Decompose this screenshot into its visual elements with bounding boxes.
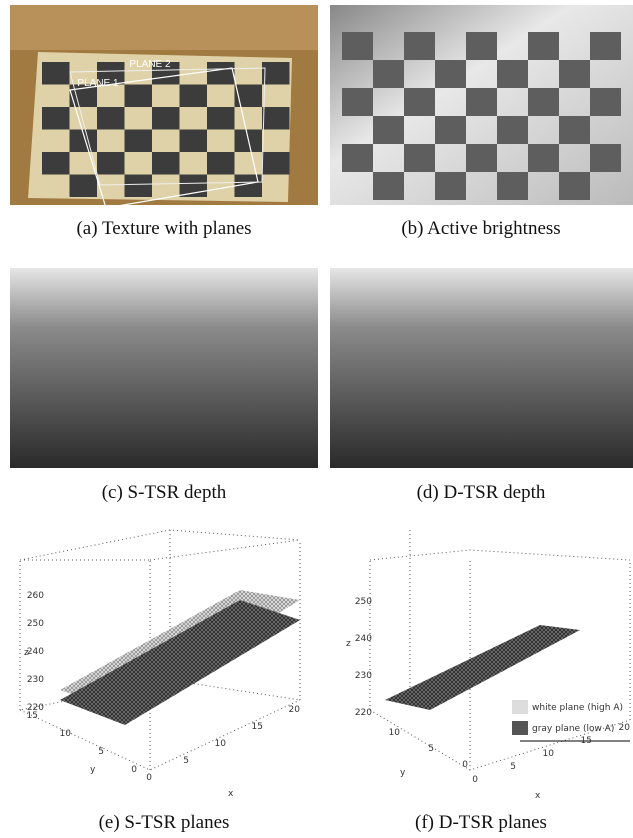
caption: (b) Active brightness (401, 218, 560, 239)
checker-square (152, 107, 180, 130)
checker-square (207, 107, 235, 130)
caption: (a) Texture with planes (76, 218, 251, 239)
axis-name: x (535, 791, 541, 801)
tick-label: 240 (355, 634, 372, 644)
checker-square (404, 32, 435, 60)
tick-label: 15 (581, 736, 592, 746)
checker-square (559, 60, 590, 88)
caption: (c) S-TSR depth (102, 482, 227, 503)
checker-square (42, 107, 70, 130)
checker-square (528, 32, 559, 60)
checker-square (42, 152, 70, 175)
checker-square (435, 60, 466, 88)
checker-square (373, 60, 404, 88)
checker-square (262, 107, 290, 130)
legend-swatch (512, 721, 528, 735)
tick-label: 0 (146, 773, 152, 783)
tick-label: 5 (183, 756, 189, 766)
tick-label: 10 (60, 729, 72, 739)
tick-label: 10 (389, 728, 401, 738)
tick-label: 240 (27, 647, 44, 657)
checker-square (125, 130, 153, 153)
checker-square (435, 116, 466, 144)
tick-label: 5 (98, 747, 104, 757)
checker-square (180, 130, 208, 153)
checker-square (97, 152, 125, 175)
caption: (e) S-TSR planes (99, 812, 230, 833)
tick-label: 230 (355, 671, 372, 681)
caption: (f) D-TSR planes (415, 812, 547, 833)
checker-square (466, 88, 497, 116)
legend-label: white plane (high A) (532, 703, 623, 713)
checker-square (125, 175, 153, 198)
legend-swatch (512, 700, 528, 714)
tick-label: 250 (355, 597, 372, 607)
tick-label: 0 (472, 775, 478, 785)
tick-label: 20 (289, 705, 301, 715)
checker-square (590, 32, 621, 60)
checker-square (497, 172, 528, 200)
tick-label: 10 (215, 739, 227, 749)
tick-label: 10 (543, 749, 555, 759)
tick-label: 230 (27, 675, 44, 685)
axis-name: y (400, 768, 406, 778)
checker-square (590, 88, 621, 116)
checker-square (528, 88, 559, 116)
legend-label: gray plane (low A) (532, 724, 614, 734)
tick-label: 15 (27, 711, 38, 721)
tick-label: 5 (428, 744, 434, 754)
checker-square (404, 144, 435, 172)
checker-square (97, 107, 125, 130)
plane-label: PLANE 2 (129, 59, 171, 70)
axis-name: y (90, 765, 96, 775)
caption: (d) D-TSR depth (417, 482, 546, 503)
checker-square (528, 144, 559, 172)
checker-square (342, 88, 373, 116)
tick-label: 260 (27, 591, 44, 601)
tick-label: 0 (131, 765, 137, 775)
checker-square (466, 32, 497, 60)
checker-square (497, 116, 528, 144)
tick-label: 5 (510, 762, 516, 772)
depth-image (330, 268, 633, 468)
gray-plane (385, 625, 580, 710)
checker-square (373, 172, 404, 200)
checker-square (404, 88, 435, 116)
tick-label: 15 (252, 722, 263, 732)
checker-square (590, 144, 621, 172)
checker-square (373, 116, 404, 144)
plane-label: PLANE 1 (77, 78, 119, 89)
checker-square (152, 152, 180, 175)
tick-label: 20 (619, 723, 631, 733)
figure: PLANE 2 PLANE 1 white plane (high A) gra… (0, 0, 633, 838)
tick-label: 250 (27, 619, 44, 629)
checker-square (559, 116, 590, 144)
tick-label: 0 (462, 760, 468, 770)
axis-name: z (346, 639, 351, 649)
tick-label: 220 (355, 708, 372, 718)
checker-square (42, 62, 70, 85)
checker-square (207, 62, 235, 85)
checker-square (559, 172, 590, 200)
axis-name: z (24, 648, 29, 658)
wall (10, 5, 318, 50)
checker-square (70, 175, 98, 198)
gray-plane (60, 600, 300, 725)
checker-square (466, 144, 497, 172)
checker-square (497, 60, 528, 88)
checker-square (342, 32, 373, 60)
checker-square (180, 85, 208, 108)
checker-square (125, 85, 153, 108)
checker-square (342, 144, 373, 172)
axis-name: x (228, 789, 234, 799)
checker-square (262, 62, 290, 85)
checker-square (207, 152, 235, 175)
checker-square (435, 172, 466, 200)
checker-square (262, 152, 290, 175)
depth-image (10, 268, 318, 468)
